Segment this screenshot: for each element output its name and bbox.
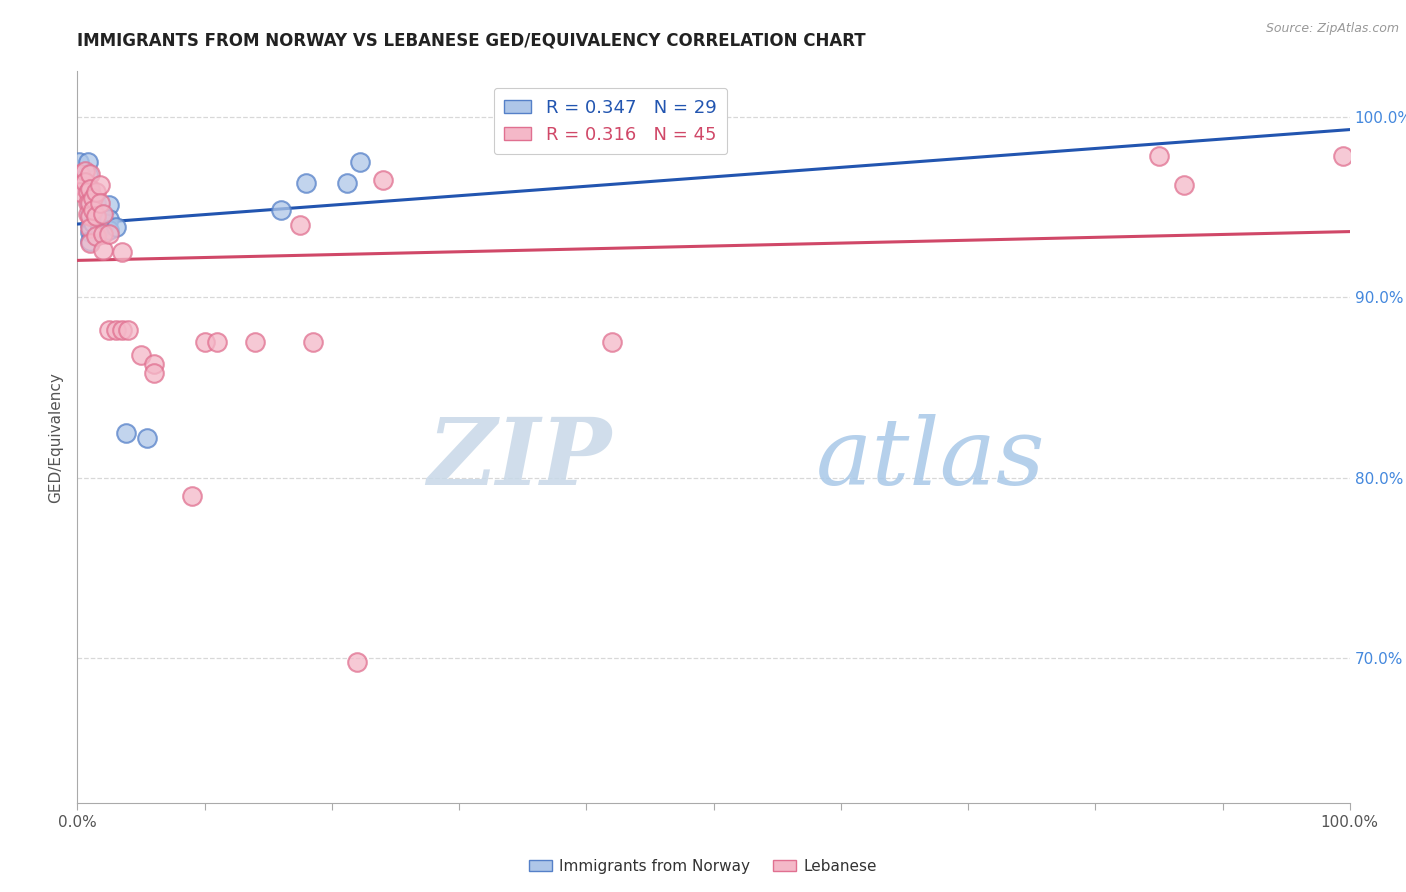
Point xyxy=(270,203,292,218)
Point xyxy=(98,198,121,212)
Point xyxy=(371,172,394,186)
Point xyxy=(79,167,101,181)
Point xyxy=(67,154,90,169)
Point xyxy=(79,196,101,211)
Point xyxy=(91,243,114,257)
Point xyxy=(295,177,318,191)
Point xyxy=(79,186,101,200)
Y-axis label: GED/Equivalency: GED/Equivalency xyxy=(48,372,63,502)
Point xyxy=(89,207,111,221)
Point xyxy=(89,196,111,211)
Point xyxy=(111,323,134,337)
Point xyxy=(82,191,104,205)
Point xyxy=(79,221,101,235)
Point xyxy=(73,175,96,189)
Point xyxy=(142,357,165,371)
Point xyxy=(349,154,371,169)
Point xyxy=(142,366,165,380)
Legend: Immigrants from Norway, Lebanese: Immigrants from Norway, Lebanese xyxy=(523,853,883,880)
Point xyxy=(91,227,114,241)
Point xyxy=(76,207,98,221)
Point xyxy=(1173,178,1195,193)
Point xyxy=(79,196,101,211)
Point xyxy=(79,234,101,248)
Point xyxy=(89,178,111,193)
Point xyxy=(86,186,108,200)
Point xyxy=(91,207,114,221)
Point xyxy=(69,167,91,181)
Point xyxy=(86,209,108,223)
Point xyxy=(346,655,368,669)
Point xyxy=(89,221,111,235)
Point xyxy=(600,335,623,350)
Point xyxy=(98,212,121,227)
Point xyxy=(79,225,101,239)
Point xyxy=(180,489,202,503)
Point xyxy=(76,154,98,169)
Point xyxy=(69,186,91,200)
Point xyxy=(117,323,139,337)
Point xyxy=(76,167,98,181)
Point xyxy=(114,425,136,440)
Text: Source: ZipAtlas.com: Source: ZipAtlas.com xyxy=(1265,22,1399,36)
Text: atlas: atlas xyxy=(815,414,1045,504)
Point xyxy=(67,177,90,191)
Point xyxy=(1331,149,1354,163)
Point xyxy=(98,323,121,337)
Point xyxy=(79,207,101,221)
Point xyxy=(336,177,359,191)
Point xyxy=(86,196,108,211)
Point xyxy=(76,196,98,211)
Point xyxy=(104,323,127,337)
Point xyxy=(79,218,101,232)
Point xyxy=(111,244,134,259)
Point xyxy=(104,219,127,234)
Point xyxy=(1147,149,1170,163)
Point xyxy=(98,223,121,237)
Point xyxy=(76,182,98,196)
Point xyxy=(194,335,217,350)
Point xyxy=(79,209,101,223)
Point xyxy=(86,228,108,243)
Point xyxy=(82,203,104,218)
Point xyxy=(86,211,108,225)
Point xyxy=(136,431,159,445)
Point xyxy=(301,335,323,350)
Point xyxy=(288,218,311,232)
Point xyxy=(207,335,229,350)
Point xyxy=(79,182,101,196)
Point xyxy=(94,216,117,230)
Text: IMMIGRANTS FROM NORWAY VS LEBANESE GED/EQUIVALENCY CORRELATION CHART: IMMIGRANTS FROM NORWAY VS LEBANESE GED/E… xyxy=(77,31,866,49)
Point xyxy=(82,216,104,230)
Point xyxy=(69,178,91,193)
Point xyxy=(79,235,101,250)
Point xyxy=(129,348,152,362)
Point xyxy=(98,227,121,241)
Point xyxy=(82,203,104,218)
Legend: R = 0.347   N = 29, R = 0.316   N = 45: R = 0.347 N = 29, R = 0.316 N = 45 xyxy=(494,87,727,154)
Point xyxy=(245,335,267,350)
Text: ZIP: ZIP xyxy=(427,414,612,504)
Point xyxy=(76,186,98,200)
Point xyxy=(82,191,104,205)
Point xyxy=(73,163,96,178)
